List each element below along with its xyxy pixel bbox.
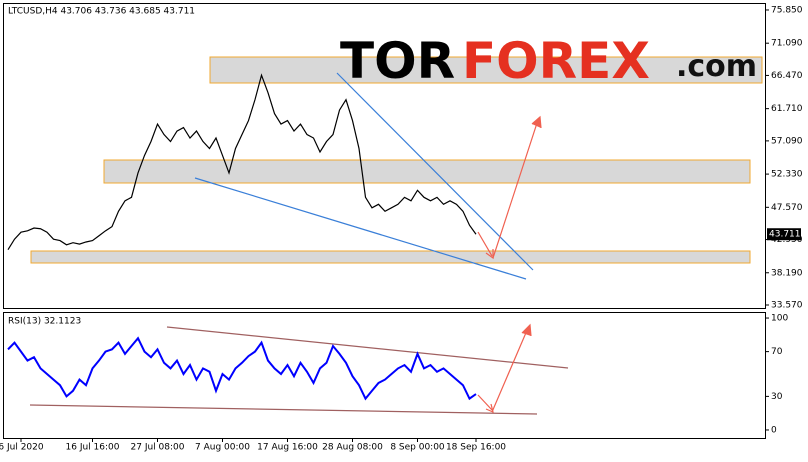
rsi-trend-line (166, 326, 569, 369)
y-tick-label: 47.570 (771, 203, 803, 213)
x-tick-label: 7 Aug 00:00 (195, 443, 250, 453)
rsi-title: RSI(13) 32.1123 (8, 317, 81, 327)
brand-forex: FOREX (462, 32, 650, 90)
x-tick-label: 16 Jul 16:00 (66, 443, 120, 453)
brand-com: .com (676, 49, 757, 84)
middle-zone (103, 159, 751, 184)
y-tick-label: 38.190 (771, 268, 803, 278)
x-tick-label: 18 Sep 16:00 (446, 443, 506, 453)
y-tick-label: 70 (771, 347, 783, 357)
y-tick-label: 30 (771, 392, 783, 402)
series-line (7, 73, 477, 250)
y-tick-label: 61.710 (771, 104, 803, 114)
y-tick-label: 71.090 (771, 39, 803, 49)
y-tick-label: 57.090 (771, 136, 803, 146)
support-zone (30, 250, 751, 264)
y-tick-label: 33.570 (771, 300, 803, 310)
rsi-trend-line (29, 404, 538, 415)
y-tick-label: 52.330 (771, 170, 803, 180)
x-tick-label: 17 Aug 16:00 (257, 443, 318, 453)
series-line (7, 336, 477, 401)
y-tick-label: 100 (771, 314, 788, 324)
y-tick-label: 75.850 (771, 5, 803, 15)
y-tick-label: 0 (771, 425, 777, 435)
forecast-arrows (477, 115, 542, 414)
x-tick-label: 8 Sep 00:00 (390, 443, 445, 453)
last-price-label: 43.711 (769, 230, 801, 240)
x-tick-label: 28 Aug 08:00 (322, 443, 383, 453)
brand-tor: TOR (340, 32, 455, 90)
price-panel (3, 3, 766, 309)
price-title: LTCUSD,H4 43.706 43.736 43.685 43.711 (8, 7, 195, 17)
trend-line (194, 177, 527, 280)
y-tick-label: 66.470 (771, 71, 803, 81)
x-tick-label: 27 Jul 08:00 (131, 443, 185, 453)
rsi-panel (3, 312, 766, 439)
last-price-box (767, 228, 801, 241)
x-tick-label: 6 Jul 2020 (0, 443, 44, 453)
resistance-zone (209, 56, 763, 84)
